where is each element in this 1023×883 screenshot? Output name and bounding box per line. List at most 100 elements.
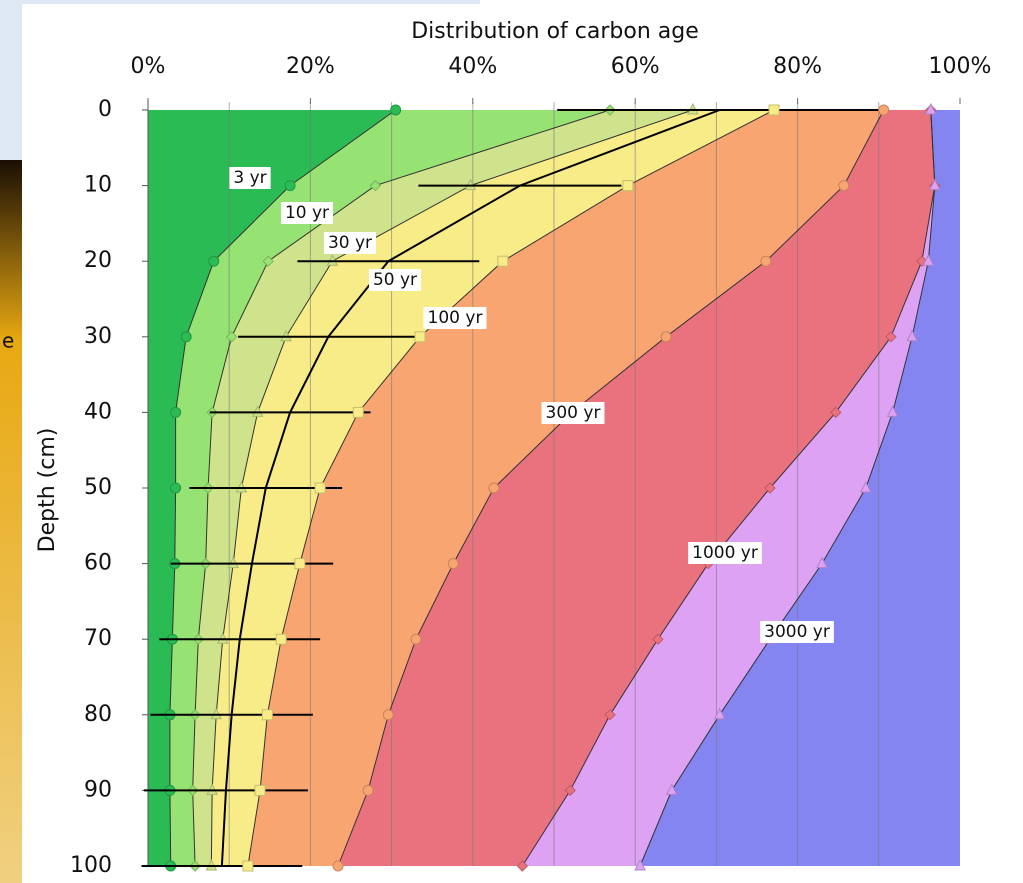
- series-label-box: 100 yr: [423, 307, 487, 329]
- series-label: 3000 yr: [764, 622, 830, 642]
- y-tick-label: 80: [84, 702, 112, 727]
- label-background: [280, 202, 334, 224]
- plot-area: [148, 102, 960, 866]
- marker: [665, 783, 678, 795]
- marker: [261, 709, 273, 721]
- marker: [362, 784, 374, 796]
- marker: [760, 255, 772, 267]
- marker: [284, 180, 296, 192]
- series-label: 300 yr: [546, 403, 601, 423]
- y-tick-label: 70: [84, 626, 112, 651]
- x-tick-label: 40%: [448, 54, 497, 79]
- marker: [929, 178, 941, 191]
- marker: [634, 858, 646, 871]
- y-tick-label: 10: [84, 173, 112, 198]
- y-tick-label: 90: [84, 777, 112, 802]
- marker: [275, 633, 287, 645]
- side-panel: [0, 160, 22, 883]
- marker: [390, 104, 402, 116]
- marker: [906, 329, 918, 342]
- y-tick-label: 50: [84, 475, 112, 500]
- marker: [180, 331, 192, 343]
- marker: [225, 331, 238, 343]
- series-label: 100 yr: [428, 308, 483, 328]
- marker: [488, 482, 500, 494]
- series-label-box: 10 yr: [280, 202, 334, 224]
- marker: [604, 709, 616, 721]
- label-background: [541, 402, 605, 424]
- side-panel: [0, 0, 22, 160]
- marker: [859, 480, 872, 493]
- marker: [764, 482, 776, 494]
- marker: [352, 406, 364, 418]
- series-label-box: 30 yr: [323, 232, 377, 254]
- y-tick-label: 40: [84, 399, 112, 424]
- side-panel: [0, 0, 480, 4]
- marker: [878, 104, 890, 116]
- marker: [816, 556, 828, 569]
- band: [148, 110, 396, 866]
- marker: [924, 102, 937, 115]
- marker: [170, 482, 182, 494]
- band: [338, 110, 935, 866]
- series-label: 50 yr: [373, 270, 417, 290]
- y-tick-label: 30: [84, 324, 112, 349]
- series-label-box: 50 yr: [368, 269, 422, 291]
- series-label: 10 yr: [285, 203, 329, 223]
- marker: [262, 255, 274, 267]
- marker: [369, 179, 382, 192]
- marker: [497, 255, 509, 267]
- series-label: 30 yr: [328, 233, 372, 253]
- series-label-box: 1000 yr: [688, 542, 762, 564]
- marker: [922, 254, 935, 266]
- marker: [170, 406, 182, 418]
- band: [522, 110, 935, 866]
- chart-title: Distribution of carbon age: [411, 19, 699, 44]
- marker: [516, 860, 529, 872]
- marker: [564, 784, 576, 797]
- x-tick-label: 100%: [929, 54, 992, 79]
- series-label: 1000 yr: [692, 543, 758, 563]
- y-tick-label: 100: [70, 853, 112, 878]
- marker: [768, 104, 780, 116]
- x-tick-label: 0%: [131, 54, 166, 79]
- series-label-box: 300 yr: [541, 402, 605, 424]
- marker: [830, 406, 842, 419]
- y-tick-label: 0: [98, 97, 112, 122]
- band: [247, 110, 884, 866]
- marker: [885, 331, 897, 343]
- label-background: [323, 232, 377, 254]
- x-tick-label: 60%: [611, 54, 660, 79]
- label-background: [423, 307, 487, 329]
- marker: [332, 860, 344, 872]
- marker: [886, 405, 899, 417]
- series-label-box: 3 yr: [229, 167, 271, 189]
- label-background: [368, 269, 422, 291]
- marker: [314, 482, 326, 494]
- band: [211, 110, 720, 866]
- band-remainder: [640, 110, 960, 866]
- y-tick-label: 60: [84, 551, 112, 576]
- marker: [713, 707, 726, 720]
- label-background: [688, 542, 762, 564]
- y-axis-label: Depth (cm): [35, 428, 60, 553]
- marker: [382, 709, 394, 721]
- marker: [254, 784, 266, 796]
- marker: [414, 331, 426, 343]
- marker: [294, 558, 306, 570]
- label-background: [760, 621, 834, 643]
- marker: [652, 633, 664, 645]
- side-text: e: [2, 329, 14, 353]
- marker: [838, 180, 850, 192]
- marker: [622, 180, 634, 192]
- series-label: 3 yr: [233, 168, 266, 188]
- series-label-box: 3000 yr: [760, 621, 834, 643]
- y-tick-label: 20: [84, 248, 112, 273]
- label-background: [229, 167, 271, 189]
- x-tick-label: 80%: [773, 54, 822, 79]
- marker: [208, 255, 220, 267]
- marker: [447, 558, 459, 570]
- marker: [242, 860, 254, 872]
